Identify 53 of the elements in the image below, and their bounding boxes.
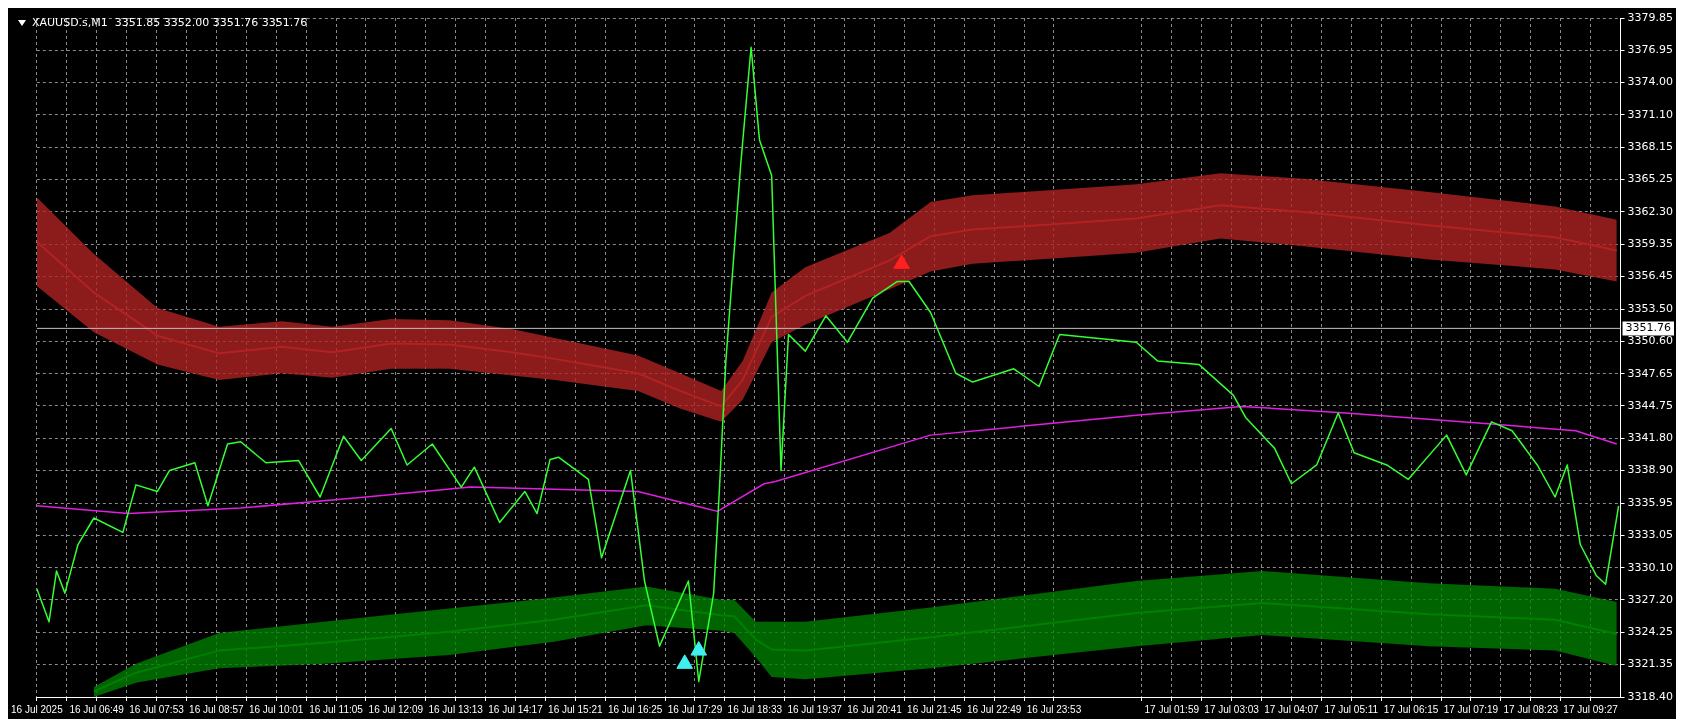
point	[893, 254, 910, 269]
x-tick-label: 16 Jul 10:01	[248, 703, 304, 715]
x-tick-label: 16 Jul 20:41	[847, 703, 903, 715]
y-tick-label: 3330.10	[1627, 560, 1674, 574]
x-tick-label: 17 Jul 06:15	[1383, 703, 1439, 715]
x-tick-label: 17 Jul 01:59	[1144, 703, 1200, 715]
x-tick-label: 17 Jul 05:11	[1324, 703, 1379, 715]
y-tick-label: 3376.95	[1627, 42, 1674, 56]
x-tick-label: 16 Jul 08:57	[189, 703, 245, 715]
x-tick-label: 16 Jul 22:49	[966, 703, 1022, 715]
y-tick-label: 3321.35	[1627, 657, 1674, 671]
y-tick-label: 3371.10	[1627, 107, 1674, 121]
y-tick-label: 3318.40	[1627, 689, 1674, 703]
x-tick-label: 17 Jul 08:23	[1503, 703, 1559, 715]
y-tick-label: 3379.85	[1627, 10, 1674, 24]
y-tick-label: 3333.05	[1627, 527, 1674, 541]
x-tick-label: 17 Jul 07:19	[1443, 703, 1499, 715]
x-tick-label: 16 Jul 19:37	[787, 703, 843, 715]
y-tick-label: 3362.30	[1627, 204, 1674, 218]
y-tick-label: 3374.00	[1627, 75, 1674, 89]
x-tick-label: 16 Jul 23:53	[1026, 703, 1082, 715]
y-tick-label: 3327.20	[1627, 592, 1674, 606]
x-tick-label: 16 Jul 15:21	[548, 703, 604, 715]
y-tick-label: 3347.65	[1627, 366, 1674, 380]
x-tick-label: 16 Jul 07:53	[129, 703, 185, 715]
x-tick-label: 17 Jul 03:03	[1204, 703, 1260, 715]
x-tick-label: 16 Jul 16:25	[607, 703, 663, 715]
point	[676, 654, 694, 669]
y-tick-label: 3365.25	[1627, 172, 1674, 186]
x-tick-label: 17 Jul 09:27	[1563, 703, 1619, 715]
y-tick-label: 3368.15	[1627, 140, 1674, 154]
y-tick-label: 3338.90	[1627, 463, 1674, 477]
y-tick-label: 3353.50	[1627, 302, 1674, 316]
x-tick-label: 16 Jul 14:17	[488, 703, 544, 715]
chart-title: XAUUSD.s,M1 3351.85 3352.00 3351.76 3351.76	[32, 16, 308, 29]
x-tick-label: 16 Jul 21:45	[907, 703, 962, 715]
point	[690, 641, 708, 656]
x-tick-label: 16 Jul 11:05	[309, 703, 364, 715]
y-tick-label: 3359.35	[1627, 237, 1674, 251]
y-tick-label: 3356.45	[1627, 269, 1674, 283]
y-tick-label: 3344.75	[1627, 398, 1674, 412]
y-tick-label: 3341.80	[1627, 431, 1674, 445]
y-tick-label: 3350.60	[1627, 334, 1674, 348]
x-tick-label: 16 Jul 17:29	[667, 703, 723, 715]
x-tick-label: 16 Jul 06:49	[69, 703, 125, 715]
y-tick-label: 3335.95	[1627, 495, 1674, 509]
x-tick-label: 16 Jul 12:09	[368, 703, 424, 715]
x-tick-label: 17 Jul 04:07	[1264, 703, 1320, 715]
x-tick-label: 16 Jul 18:33	[727, 703, 783, 715]
x-tick-label: 16 Jul 13:13	[428, 703, 484, 715]
x-tick-label: 16 Jul 2025	[11, 703, 64, 715]
ref-line-label: 3351.76	[1625, 321, 1672, 335]
y-tick-label: 3324.25	[1627, 625, 1674, 639]
